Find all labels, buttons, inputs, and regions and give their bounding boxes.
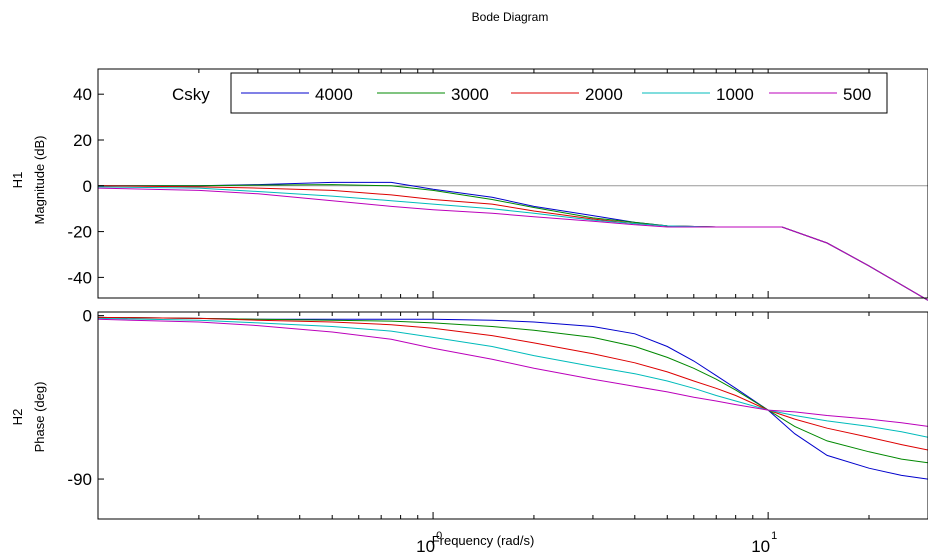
series-line-4000 xyxy=(97,316,928,480)
phase-y-axis-label: Phase (deg) xyxy=(32,382,47,453)
x-tick-label: 10 xyxy=(751,537,770,556)
magnitude-y-axis-label: Magnitude (dB) xyxy=(32,136,47,225)
legend-entries: 4000 3000 2000 1000 500 xyxy=(241,85,871,104)
legend-label-3000: 3000 xyxy=(451,85,489,104)
phase-panel-id-label: H2 xyxy=(10,409,25,426)
y-tick-label: -20 xyxy=(67,223,92,242)
series-line-4000 xyxy=(98,181,928,301)
magnitude-y-ticks: 40 20 0 -20 -40 xyxy=(67,85,104,287)
y-tick-label: 20 xyxy=(73,131,92,150)
y-tick-label: -40 xyxy=(67,268,92,287)
y-tick-label: 0 xyxy=(83,177,92,196)
x-axis-label: Frequency (rad/s) xyxy=(432,533,535,548)
chart-title: Bode Diagram xyxy=(472,10,549,24)
y-tick-label: 0 xyxy=(83,307,92,326)
legend: Csky 4000 3000 2000 1000 500 xyxy=(172,72,888,114)
phase-grid-ticks xyxy=(97,312,928,519)
legend-label-2000: 2000 xyxy=(585,85,623,104)
phase-series xyxy=(97,316,928,480)
magnitude-panel: 40 20 0 -20 -40 xyxy=(67,68,928,301)
series-line-500 xyxy=(97,187,928,301)
series-line-1000 xyxy=(97,317,928,438)
phase-axes-frame xyxy=(97,311,928,520)
series-line-3000 xyxy=(97,316,928,464)
y-tick-label: 40 xyxy=(73,85,92,104)
magnitude-series xyxy=(97,181,928,301)
legend-label-1000: 1000 xyxy=(716,85,754,104)
series-line-2000 xyxy=(97,185,928,301)
magnitude-grid-ticks xyxy=(97,69,928,298)
legend-label-4000: 4000 xyxy=(315,85,353,104)
x-tick-exponent: 1 xyxy=(771,530,777,542)
legend-label-500: 500 xyxy=(843,85,871,104)
series-line-2000 xyxy=(97,316,928,451)
magnitude-panel-id-label: H1 xyxy=(10,172,25,189)
phase-y-ticks: 0 -90 xyxy=(67,307,104,489)
y-tick-label: -90 xyxy=(67,470,92,489)
series-line-500 xyxy=(97,318,928,427)
x-tick-exponent: 0 xyxy=(436,530,442,542)
x-tick-label: 10 xyxy=(416,537,435,556)
legend-title: Csky xyxy=(172,85,210,104)
magnitude-axes-frame xyxy=(97,68,928,299)
